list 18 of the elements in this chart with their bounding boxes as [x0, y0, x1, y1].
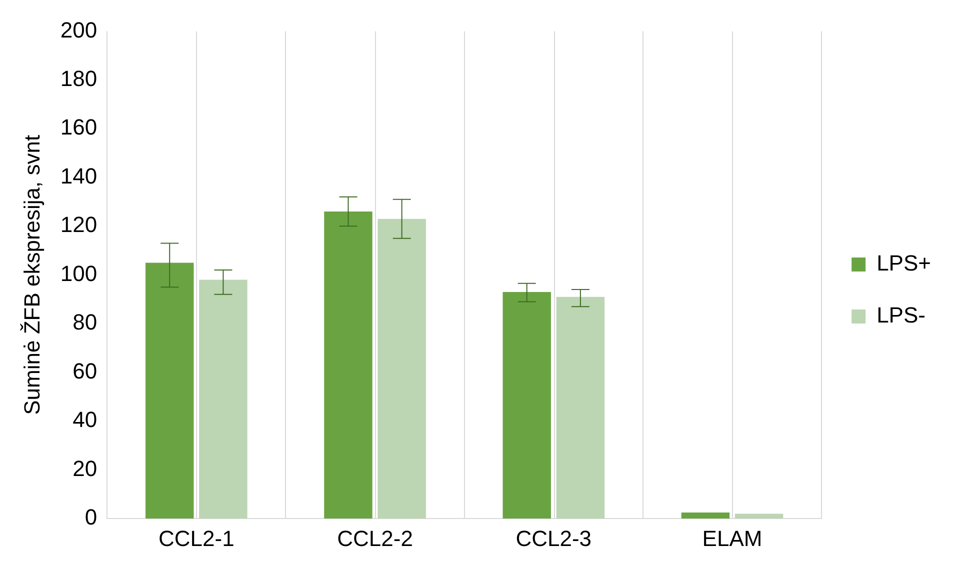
x-tick-label: CCL2-1: [158, 526, 234, 551]
y-tick-label: 200: [60, 17, 98, 42]
y-tick-label: 0: [84, 504, 98, 530]
y-tick-label: 120: [60, 212, 98, 238]
y-tick-label: 100: [60, 260, 98, 286]
y-tick-label: 80: [72, 310, 98, 335]
y-tick-label: 40: [72, 407, 98, 432]
x-tick-label: CCL2-3: [516, 526, 592, 551]
y-tick-label: 180: [60, 66, 98, 92]
y-tick-label: 160: [60, 114, 98, 140]
y-tick-label: 20: [72, 456, 98, 481]
legend-label: LPS+: [876, 250, 932, 276]
x-tick-label: CCL2-2: [337, 526, 413, 551]
y-tick-label: 60: [72, 358, 98, 384]
y-tick-label: 140: [60, 163, 98, 188]
x-tick-label: ELAM: [702, 526, 762, 551]
y-axis-title: Suminė ŽFB ekspresija, svnt: [19, 134, 44, 415]
legend-label: LPS-: [876, 302, 926, 328]
